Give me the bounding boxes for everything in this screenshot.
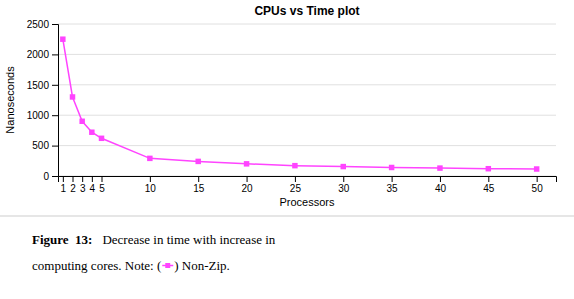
axis-line (59, 177, 557, 183)
marker (486, 166, 491, 171)
tick: 3 (80, 176, 86, 194)
tick-mark (537, 176, 538, 182)
tick-label: 1500 (27, 80, 50, 91)
tick-mark (52, 54, 58, 55)
divider (0, 216, 574, 217)
tick-label: 15 (193, 183, 205, 194)
tick: 25 (290, 176, 302, 194)
marker (292, 163, 297, 168)
caption-swatch (162, 263, 173, 268)
marker (60, 36, 65, 41)
marker (89, 129, 94, 134)
tick-mark (295, 176, 296, 182)
tick-label: 2 (70, 183, 76, 194)
tick-mark (392, 176, 393, 182)
tick-mark (52, 176, 58, 177)
x-axis: 12345101520253035404550 (59, 176, 557, 194)
tick: 1 (61, 176, 67, 194)
marker (79, 119, 84, 124)
tick-mark (52, 115, 58, 116)
line (63, 39, 537, 169)
tick: 500 (32, 140, 58, 151)
marker (244, 161, 249, 166)
y-axis: 0 500 1000 1500 2000 2500 (27, 19, 59, 182)
tick: 5 (99, 176, 105, 194)
chart: 1234510152025303540455005001000150020002… (0, 0, 574, 299)
tick-mark (52, 85, 58, 86)
tick-label: 3 (80, 183, 86, 194)
tick-label: 2000 (27, 49, 50, 60)
tick: 45 (483, 176, 495, 194)
tick-label: 35 (387, 183, 399, 194)
marker (437, 165, 442, 170)
tick-mark (73, 176, 74, 182)
grid-line (58, 54, 556, 55)
tick-mark (488, 176, 489, 182)
tick: 30 (338, 176, 350, 194)
caption-text: Decrease in time with increase in (102, 232, 275, 247)
marker (147, 156, 152, 161)
tick-label: 5 (99, 183, 105, 194)
tick: 1500 (27, 80, 58, 91)
tick-label: 10 (145, 183, 157, 194)
tick-mark (52, 146, 58, 147)
tick-mark (82, 176, 83, 182)
tick-label: 4 (90, 183, 96, 194)
title: CPUs vs Time plot (254, 4, 359, 18)
tick: 0 (43, 171, 58, 182)
grid-line (58, 145, 556, 146)
grid-line (58, 24, 556, 25)
tick: 4 (90, 176, 96, 194)
tick: 20 (242, 176, 254, 194)
plot-area (60, 36, 539, 171)
tick-label: 50 (532, 183, 544, 194)
tick-label: 30 (338, 183, 350, 194)
tick: 10 (145, 176, 157, 194)
tick-mark (92, 176, 93, 182)
grid-line (58, 84, 556, 85)
caption-label: Figure 13: (32, 232, 92, 247)
marker (195, 159, 200, 164)
caption-text: computing cores. Note: ( ) Non-Zip. (32, 258, 230, 273)
tick-label: 45 (483, 183, 495, 194)
tick: 2500 (27, 19, 58, 30)
caption-swatch-marker (165, 263, 170, 268)
tick-label: 2500 (27, 19, 50, 30)
y-axis-title: Nanoseconds (4, 66, 16, 134)
tick-mark (440, 176, 441, 182)
marker (70, 94, 75, 99)
tick-label: 1000 (27, 110, 50, 121)
marker (389, 165, 394, 170)
grid (58, 24, 556, 176)
tick-label: 1 (61, 183, 67, 194)
grid-line (58, 115, 556, 116)
tick-mark (343, 176, 344, 182)
tick-mark (63, 176, 64, 182)
tick-label: 40 (435, 183, 447, 194)
tick-mark (198, 176, 199, 182)
tick: 2 (70, 176, 76, 194)
tick-label: 20 (242, 183, 254, 194)
tick-mark (247, 176, 248, 182)
tick: 15 (193, 176, 205, 194)
tick: 1000 (27, 110, 58, 121)
tick-label: 25 (290, 183, 302, 194)
tick-mark (102, 176, 103, 182)
tick: 40 (435, 176, 447, 194)
tick-mark (52, 24, 58, 25)
marker (341, 164, 346, 169)
tick: 35 (387, 176, 399, 194)
axis-line (52, 25, 59, 177)
tick-label: 0 (43, 171, 49, 182)
tick-mark (150, 176, 151, 182)
x-axis-title: Processors (279, 196, 335, 208)
marker (99, 136, 104, 141)
tick: 2000 (27, 49, 58, 60)
tick-label: 500 (32, 140, 49, 151)
marker (534, 166, 539, 171)
tick: 50 (532, 176, 544, 194)
